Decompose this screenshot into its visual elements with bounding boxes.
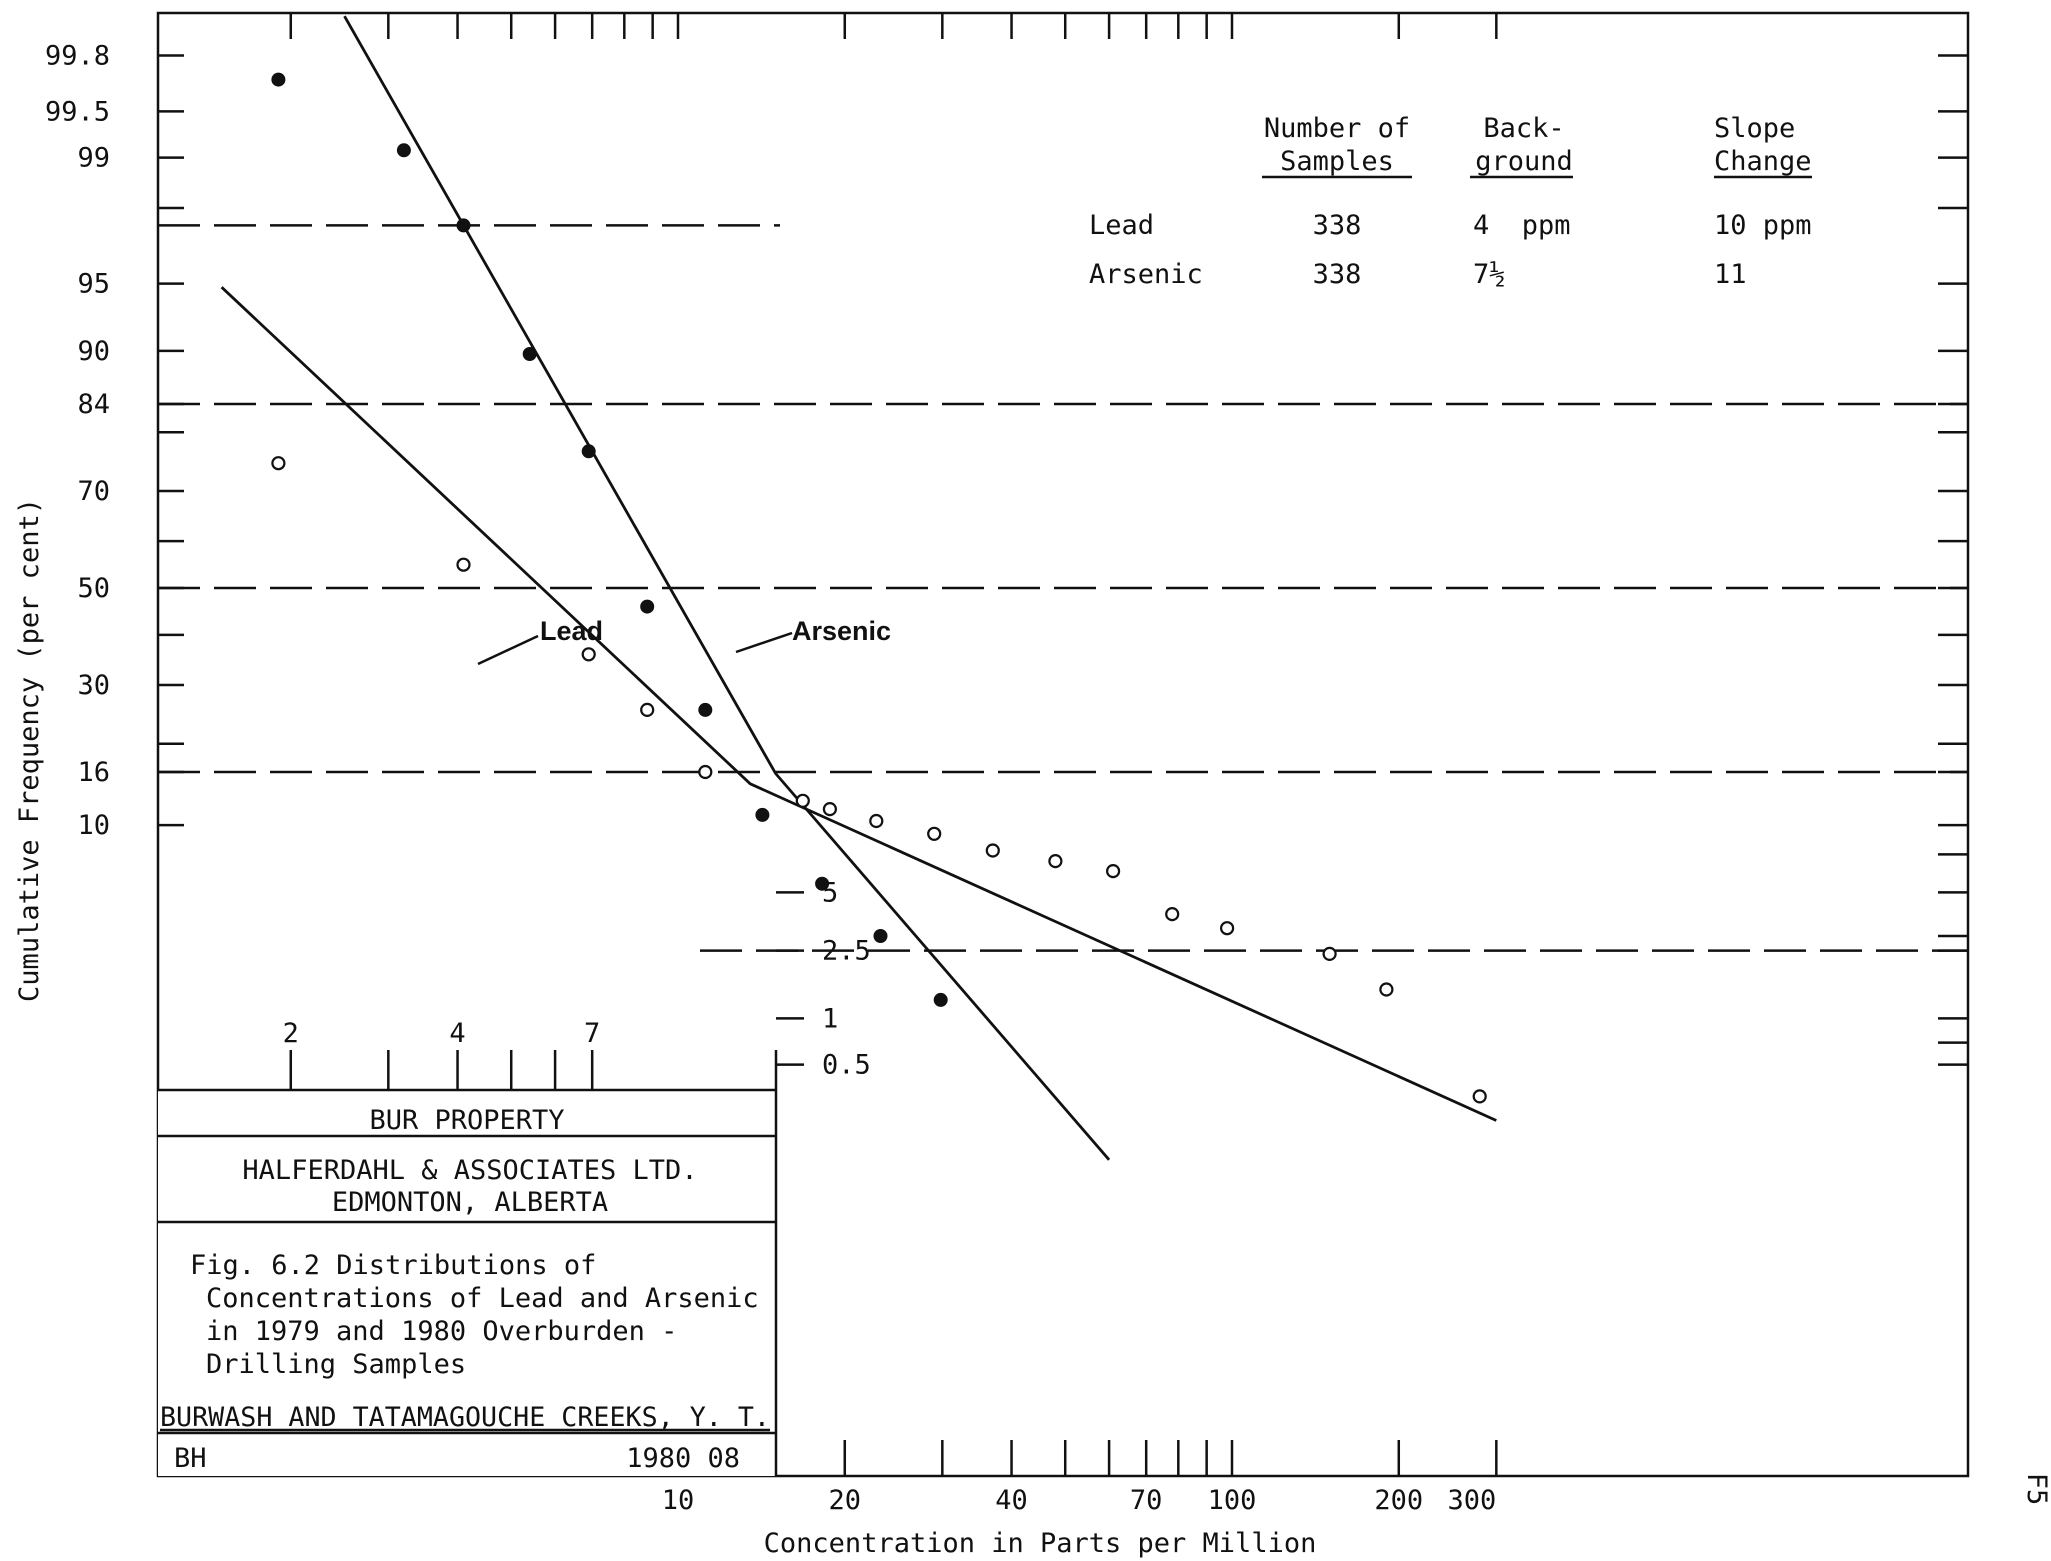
stats-header-slope-line2: Change xyxy=(1714,146,1812,177)
title-block-location: BURWASH AND TATAMAGOUCHE CREEKS, Y. T. xyxy=(160,1402,770,1433)
stats-row-background: 4 ppm xyxy=(1473,210,1571,241)
y-tick-label: 2.5 xyxy=(822,936,871,967)
arsenic-point xyxy=(933,992,948,1007)
stats-row-element: Arsenic xyxy=(1089,259,1203,290)
lead-point xyxy=(1472,1089,1487,1104)
x-tick-label: 300 xyxy=(1448,1485,1497,1516)
stats-row-samples: 338 xyxy=(1313,210,1362,241)
y-tick-label: 30 xyxy=(77,670,110,701)
y-axis-title: Cumulative Frequency (per cent) xyxy=(14,498,45,1002)
lead-point xyxy=(581,647,596,662)
arsenic-series-label: Arsenic xyxy=(792,616,891,646)
title-block-caption-line: Drilling Samples xyxy=(206,1349,466,1380)
y-tick-label: 84 xyxy=(77,389,110,420)
arsenic-point xyxy=(873,929,888,943)
side-label: F5 xyxy=(2021,1473,2051,1506)
y-tick-label: 90 xyxy=(77,336,110,367)
title-block: BUR PROPERTY HALFERDAHL & ASSOCIATES LTD… xyxy=(158,1050,778,1476)
lead-point xyxy=(985,843,1000,858)
lead-series-label: Lead xyxy=(540,616,603,646)
arsenic-point xyxy=(755,807,770,822)
stats-row-slope-change: 10 ppm xyxy=(1714,210,1812,241)
arsenic-point xyxy=(271,72,286,87)
x-tick-label: 7 xyxy=(584,1018,600,1049)
lead-point xyxy=(1379,982,1394,997)
stats-header-background-line2: ground xyxy=(1475,146,1573,177)
lead-point xyxy=(927,826,942,841)
fit-lines xyxy=(220,15,1497,1161)
stats-header-slope-line1: Slope xyxy=(1714,113,1795,144)
x-tick-label: 40 xyxy=(995,1485,1028,1516)
y-tick-label: 10 xyxy=(77,810,110,841)
y-tick-label: 5 xyxy=(822,877,838,908)
lead-point xyxy=(1048,853,1063,869)
lead-point xyxy=(1165,906,1180,922)
title-block-caption-line: Fig. 6.2 Distributions of xyxy=(190,1250,596,1281)
arsenic-point xyxy=(396,143,411,158)
y-tick-label: 70 xyxy=(77,476,110,507)
y-tick-label: 50 xyxy=(77,573,110,604)
stats-table: Number of Samples Back- ground Slope Cha… xyxy=(1089,113,1812,290)
title-block-caption-line: in 1979 and 1980 Overburden - xyxy=(206,1316,677,1347)
x-tick-label: 100 xyxy=(1208,1485,1257,1516)
title-block-initials: BH xyxy=(174,1443,207,1474)
arsenic-point xyxy=(640,599,655,614)
arsenic-point xyxy=(815,876,830,891)
title-block-caption-line: Concentrations of Lead and Arsenic xyxy=(206,1283,759,1314)
lead-fit-line xyxy=(220,286,1497,1122)
x-tick-label: 2 xyxy=(283,1018,299,1049)
lead-point xyxy=(822,801,838,817)
arsenic-point xyxy=(522,347,537,361)
title-block-background xyxy=(158,1090,776,1476)
lead-point xyxy=(698,764,713,780)
title-block-company-city: EDMONTON, ALBERTA xyxy=(332,1187,608,1218)
title-block-date: 1980 08 xyxy=(626,1443,740,1474)
arsenic-point xyxy=(698,702,713,717)
title-block-property: BUR PROPERTY xyxy=(369,1105,564,1136)
tick-layer: 99.8 99.5 99 95 90 84 70 50 30 16 10 5 2.5 1 0.5 2 4 7 10 2… xyxy=(45,13,1968,1516)
title-block-company: HALFERDAHL & ASSOCIATES LTD. xyxy=(242,1155,697,1186)
lead-point xyxy=(869,813,884,829)
grid-layer xyxy=(158,224,1968,952)
y-tick-label: 0.5 xyxy=(822,1050,871,1081)
x-tick-label: 4 xyxy=(449,1018,465,1049)
x-tick-label: 20 xyxy=(829,1485,862,1516)
stats-header-samples-line1: Number of xyxy=(1264,113,1410,144)
arsenic-fit-line xyxy=(343,15,1111,1161)
x-axis-title: Concentration in Parts per Million xyxy=(764,1528,1317,1559)
arsenic-label-leader xyxy=(735,631,793,654)
y-tick-label: 99.5 xyxy=(45,96,110,127)
data-points xyxy=(271,72,1487,1104)
stats-row-slope-change: 11 xyxy=(1714,259,1747,290)
stats-header-background-line1: Back- xyxy=(1483,113,1564,144)
lead-point xyxy=(1219,921,1235,936)
lead-point xyxy=(271,456,286,471)
y-tick-label: 95 xyxy=(77,269,110,300)
lead-point xyxy=(456,557,471,572)
y-tick-label: 16 xyxy=(77,757,110,788)
y-tick-label: 99 xyxy=(77,143,110,174)
arsenic-point xyxy=(581,444,596,459)
lead-point xyxy=(640,702,655,718)
lead-point xyxy=(795,793,810,808)
stats-header-samples-line2: Samples xyxy=(1280,146,1394,177)
y-tick-label: 99.8 xyxy=(45,40,110,71)
arsenic-point xyxy=(456,218,471,233)
x-tick-label: 10 xyxy=(662,1485,695,1516)
x-tick-label: 70 xyxy=(1130,1485,1163,1516)
stats-row-element: Lead xyxy=(1089,210,1154,241)
stats-row-background: 7½ xyxy=(1473,259,1506,290)
lead-point xyxy=(1105,863,1121,879)
y-tick-label: 1 xyxy=(822,1003,838,1034)
stats-row-samples: 338 xyxy=(1313,259,1362,290)
lead-label-leader xyxy=(477,634,539,666)
lead-point xyxy=(1322,946,1337,962)
x-tick-label: 200 xyxy=(1374,1485,1423,1516)
